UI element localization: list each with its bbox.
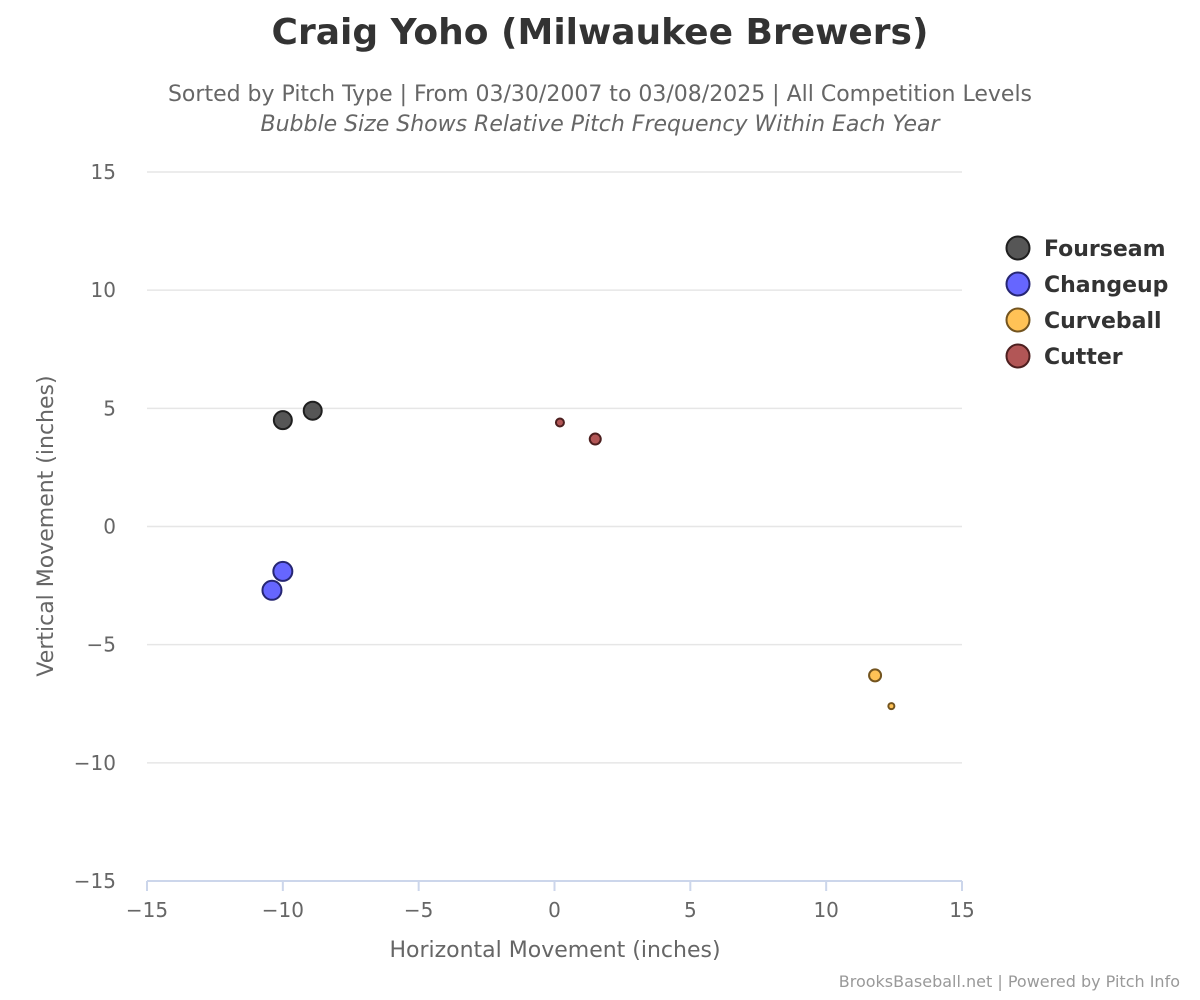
y-tick-label: 5 [103, 396, 116, 420]
axes: −15 −10 −5 0 5 10 15 −15 −10 −5 0 5 10 15 [74, 160, 975, 922]
x-tick-label: 0 [548, 898, 561, 922]
data-point-cutter [554, 417, 565, 428]
data-point-changeup [261, 579, 283, 601]
x-tick-label: −5 [404, 898, 433, 922]
chart-subtitle: Sorted by Pitch Type | From 03/30/2007 t… [167, 82, 1033, 107]
legend-label-changeup: Changeup [1044, 273, 1168, 298]
data-point-changeup [272, 560, 294, 582]
chart-subtitle-italic: Bubble Size Shows Relative Pitch Frequen… [260, 112, 940, 137]
data-point-fourseam [302, 400, 323, 421]
data-point-curveball [887, 702, 896, 711]
x-tick-label: −15 [126, 898, 168, 922]
data-point-cutter [588, 432, 602, 446]
y-tick-label: 15 [91, 160, 116, 184]
y-tick-label: −5 [87, 633, 116, 657]
data-points [261, 400, 896, 711]
data-point-curveball [868, 668, 883, 683]
x-axis-title: Horizontal Movement (inches) [389, 938, 720, 963]
legend-marker-changeup [1005, 271, 1031, 297]
legend-label-fourseam: Fourseam [1044, 237, 1166, 262]
y-axis-title: Vertical Movement (inches) [34, 375, 59, 676]
y-tick-label: −15 [74, 869, 116, 893]
grid-lines [147, 171, 962, 764]
x-tick-label: −10 [262, 898, 304, 922]
x-tick-label: 15 [949, 898, 974, 922]
data-point-fourseam [272, 410, 293, 431]
y-tick-label: 0 [103, 515, 116, 539]
legend-label-cutter: Cutter [1044, 345, 1123, 370]
y-tick-label: −10 [74, 751, 116, 775]
legend-marker-curveball [1005, 307, 1031, 333]
x-tick-label: 10 [813, 898, 838, 922]
y-tick-label: 10 [91, 278, 116, 302]
legend[interactable]: Fourseam Changeup Curveball Cutter [1005, 235, 1169, 371]
legend-marker-fourseam [1005, 235, 1031, 261]
legend-marker-cutter [1005, 343, 1031, 369]
x-tick-label: 5 [684, 898, 697, 922]
credits-text[interactable]: BrooksBaseball.net | Powered by Pitch In… [838, 972, 1180, 991]
legend-label-curveball: Curveball [1044, 309, 1162, 334]
chart-title: Craig Yoho (Milwaukee Brewers) [271, 12, 929, 53]
